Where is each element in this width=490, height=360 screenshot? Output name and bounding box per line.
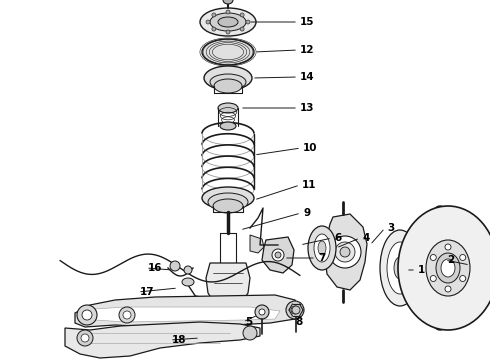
- Text: 11: 11: [302, 180, 317, 190]
- Circle shape: [430, 275, 436, 282]
- Ellipse shape: [213, 199, 243, 213]
- Ellipse shape: [182, 278, 194, 286]
- Ellipse shape: [218, 17, 238, 27]
- Circle shape: [292, 306, 300, 314]
- Polygon shape: [75, 295, 300, 327]
- Ellipse shape: [441, 259, 455, 277]
- Ellipse shape: [204, 66, 252, 90]
- Circle shape: [275, 252, 281, 258]
- Text: 13: 13: [300, 103, 315, 113]
- Circle shape: [77, 330, 93, 346]
- Circle shape: [445, 244, 451, 250]
- Text: 8: 8: [295, 317, 302, 327]
- Circle shape: [77, 305, 97, 325]
- Ellipse shape: [208, 193, 248, 211]
- Text: 6: 6: [334, 233, 341, 243]
- Circle shape: [243, 326, 257, 340]
- Text: 3: 3: [387, 223, 394, 233]
- Text: 9: 9: [303, 208, 310, 218]
- Text: 17: 17: [140, 287, 155, 297]
- Polygon shape: [250, 235, 264, 253]
- Circle shape: [329, 236, 361, 268]
- Circle shape: [246, 20, 250, 24]
- Circle shape: [226, 10, 230, 14]
- Circle shape: [430, 255, 436, 261]
- Polygon shape: [206, 263, 250, 311]
- Circle shape: [255, 305, 269, 319]
- Text: 16: 16: [148, 263, 163, 273]
- Circle shape: [212, 13, 216, 17]
- Circle shape: [272, 249, 284, 261]
- Ellipse shape: [436, 253, 460, 283]
- Ellipse shape: [220, 122, 236, 130]
- Circle shape: [286, 301, 304, 319]
- Circle shape: [81, 334, 89, 342]
- Polygon shape: [325, 214, 367, 290]
- Polygon shape: [95, 307, 280, 322]
- Ellipse shape: [210, 74, 246, 90]
- Circle shape: [206, 20, 210, 24]
- Circle shape: [184, 266, 192, 274]
- Circle shape: [82, 310, 92, 320]
- Ellipse shape: [191, 296, 201, 302]
- Ellipse shape: [210, 13, 246, 31]
- Ellipse shape: [218, 103, 238, 113]
- Ellipse shape: [380, 230, 420, 306]
- Ellipse shape: [398, 206, 490, 330]
- Circle shape: [119, 307, 135, 323]
- Circle shape: [123, 311, 131, 319]
- Circle shape: [445, 286, 451, 292]
- Ellipse shape: [318, 241, 326, 255]
- Text: 10: 10: [303, 143, 318, 153]
- Ellipse shape: [202, 39, 254, 65]
- Text: 5: 5: [245, 317, 252, 327]
- Polygon shape: [262, 237, 294, 273]
- Ellipse shape: [314, 234, 330, 262]
- Circle shape: [259, 309, 265, 315]
- Circle shape: [240, 27, 244, 31]
- Ellipse shape: [214, 79, 242, 93]
- Circle shape: [460, 275, 465, 282]
- Ellipse shape: [223, 0, 233, 4]
- Text: 4: 4: [362, 233, 369, 243]
- Text: 7: 7: [318, 253, 325, 263]
- Circle shape: [340, 247, 350, 257]
- Circle shape: [335, 242, 355, 262]
- Circle shape: [240, 13, 244, 17]
- Ellipse shape: [308, 226, 336, 270]
- Ellipse shape: [200, 8, 256, 36]
- Circle shape: [170, 261, 180, 271]
- Ellipse shape: [202, 187, 254, 209]
- Circle shape: [212, 27, 216, 31]
- Text: 2: 2: [447, 255, 454, 265]
- Circle shape: [226, 30, 230, 34]
- Ellipse shape: [387, 242, 413, 294]
- Text: 14: 14: [300, 72, 315, 82]
- Ellipse shape: [426, 240, 470, 296]
- Ellipse shape: [394, 257, 406, 279]
- Text: 1: 1: [418, 265, 425, 275]
- Ellipse shape: [422, 206, 458, 330]
- Text: 18: 18: [172, 335, 187, 345]
- Polygon shape: [65, 322, 260, 358]
- Circle shape: [460, 255, 465, 261]
- Circle shape: [291, 306, 299, 314]
- Text: 15: 15: [300, 17, 315, 27]
- Text: 12: 12: [300, 45, 315, 55]
